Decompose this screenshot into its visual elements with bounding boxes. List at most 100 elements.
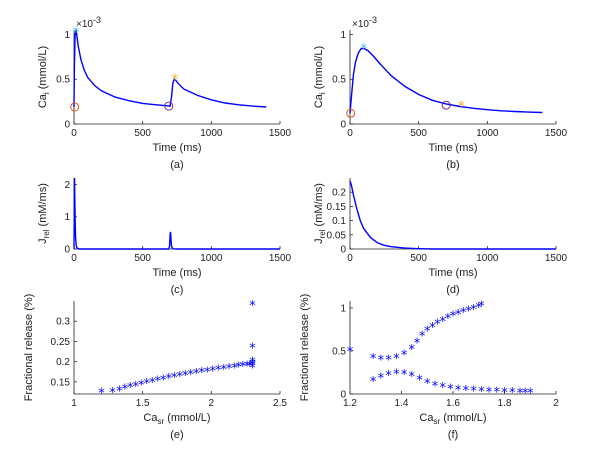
y-axis-label: Jrel (mM/ms)	[313, 183, 327, 244]
scatter-point: *	[465, 304, 472, 319]
scatter-point: *	[432, 379, 439, 394]
x-tick-label: 2	[553, 398, 559, 409]
circle-marker	[164, 101, 174, 111]
scatter-point: *	[109, 386, 116, 401]
scatter-point: *	[393, 352, 400, 367]
scatter-point: *	[501, 386, 508, 401]
x-tick-label: 0	[71, 253, 77, 264]
scatter-point: *	[166, 372, 173, 387]
scatter-point: *	[509, 386, 516, 401]
star-marker: *	[171, 72, 178, 88]
scatter-point: *	[409, 343, 416, 358]
scatter-point: *	[450, 310, 457, 325]
y-tick-label: 0.5	[56, 75, 70, 86]
panel-caption: (c)	[171, 284, 184, 296]
scatter-point: *	[193, 367, 200, 382]
y-tick-label: 1	[340, 30, 346, 41]
scatter-point: *	[247, 359, 254, 374]
scatter-point: *	[393, 367, 400, 382]
scatter-point: *	[226, 362, 233, 377]
scatter-point: *	[416, 373, 423, 388]
scatter-point: *	[209, 365, 216, 380]
series-line	[73, 28, 267, 108]
scatter-point: *	[401, 348, 408, 363]
y-axis-label: Cai (mmol/L)	[313, 46, 327, 108]
y-axis-label: Fractional release (%)	[299, 294, 311, 402]
scatter-point: *	[419, 329, 426, 344]
series-line	[73, 177, 280, 250]
x-tick-label: 1000	[476, 128, 499, 139]
y-tick-label: 1	[64, 212, 70, 223]
x-tick-label: 1.8	[498, 398, 512, 409]
panel-f: 1.2 1.4 1.6 1.8 2 0 0.5 1 Casr (mmol/L) Fractiona…	[299, 294, 559, 441]
circle-marker	[441, 100, 451, 110]
x-tick-label: 1000	[476, 253, 499, 264]
x-tick-label: 0	[71, 128, 77, 139]
scatter-point: *	[470, 303, 477, 318]
x-tick-label: 500	[410, 128, 427, 139]
scatter-point: *	[460, 306, 467, 321]
scatter-point: *	[370, 352, 377, 367]
scatter-point: *	[198, 366, 205, 381]
scatter-point: *	[447, 382, 454, 397]
y-tick-label: 0.5	[332, 75, 346, 86]
y-axis-label: Fractional release (%)	[23, 294, 35, 402]
x-tick-label: 500	[134, 128, 151, 139]
scatter-point: *	[236, 361, 243, 376]
star-marker: *	[360, 41, 367, 57]
x-tick-label: 1	[71, 398, 77, 409]
scatter-point: *	[204, 365, 211, 380]
scatter-point: *	[445, 312, 452, 327]
y-tick-label: 0.5	[332, 346, 346, 357]
x-tick-label: 0	[347, 253, 353, 264]
x-axis-label: Time (ms)	[152, 267, 201, 279]
scatter-point: *	[244, 360, 251, 375]
scatter-point: *	[478, 385, 485, 400]
x-tick-label: 500	[410, 253, 427, 264]
scatter-point: *	[249, 356, 256, 371]
scatter-point: *	[187, 368, 194, 383]
scale-factor: ×10-3	[352, 15, 377, 30]
panel-a: 0 500 1000 1500 0 0.5 1 ×10-3 Time (ms) Cai (mmol…	[37, 15, 292, 171]
x-tick-label: 1000	[200, 253, 223, 264]
y-tick-label: 1	[64, 30, 70, 41]
scatter-point: *	[160, 373, 167, 388]
x-tick-label: 1500	[269, 253, 292, 264]
scatter-point: *	[517, 386, 524, 401]
scatter-point: *	[429, 321, 436, 336]
panel-caption: (a)	[170, 159, 183, 171]
y-tick-label: 0	[340, 120, 346, 131]
scatter-point: *	[414, 336, 421, 351]
panel-d: 0 500 1000 1500 0 0.05 0.1 0.15 0.2 Time (ms) Jrel…	[313, 178, 568, 296]
x-tick-label: 1.4	[395, 398, 409, 409]
x-axis-label: Time (ms)	[428, 142, 477, 154]
y-axis-label: Jrel (mM/ms)	[37, 183, 51, 244]
scatter-point: *	[138, 379, 145, 394]
circle-marker	[70, 102, 80, 112]
y-tick-label: 0	[64, 120, 70, 131]
axes-c	[73, 178, 280, 250]
scatter-point: *	[470, 385, 477, 400]
y-tick-label: 0	[340, 390, 346, 401]
scatter-point: *	[476, 301, 483, 316]
panel-caption: (b)	[446, 159, 459, 171]
scatter-point: *	[385, 369, 392, 384]
scatter-point: *	[144, 377, 151, 392]
scatter-point: *	[215, 364, 222, 379]
scatter-point: *	[378, 372, 385, 387]
scatter-point: *	[171, 371, 178, 386]
x-axis-label: Time (ms)	[152, 142, 201, 154]
scatter-point: *	[182, 369, 189, 384]
y-tick-label: 0.3	[56, 317, 70, 328]
scatter-point: *	[409, 370, 416, 385]
y-tick-label: 0.1	[332, 216, 346, 227]
scatter-point: *	[527, 386, 534, 401]
y-axis-label: Cai (mmol/L)	[37, 46, 51, 108]
y-tick-label: 0	[64, 245, 70, 256]
scatter-point: *	[122, 383, 129, 398]
panel-c: 0 500 1000 1500 0 1 2 Time (ms) Jrel (mM/ms) (c)	[37, 177, 292, 296]
scatter-point: *	[486, 385, 493, 400]
scatter-point: *	[347, 345, 354, 360]
scatter-point: *	[385, 354, 392, 369]
